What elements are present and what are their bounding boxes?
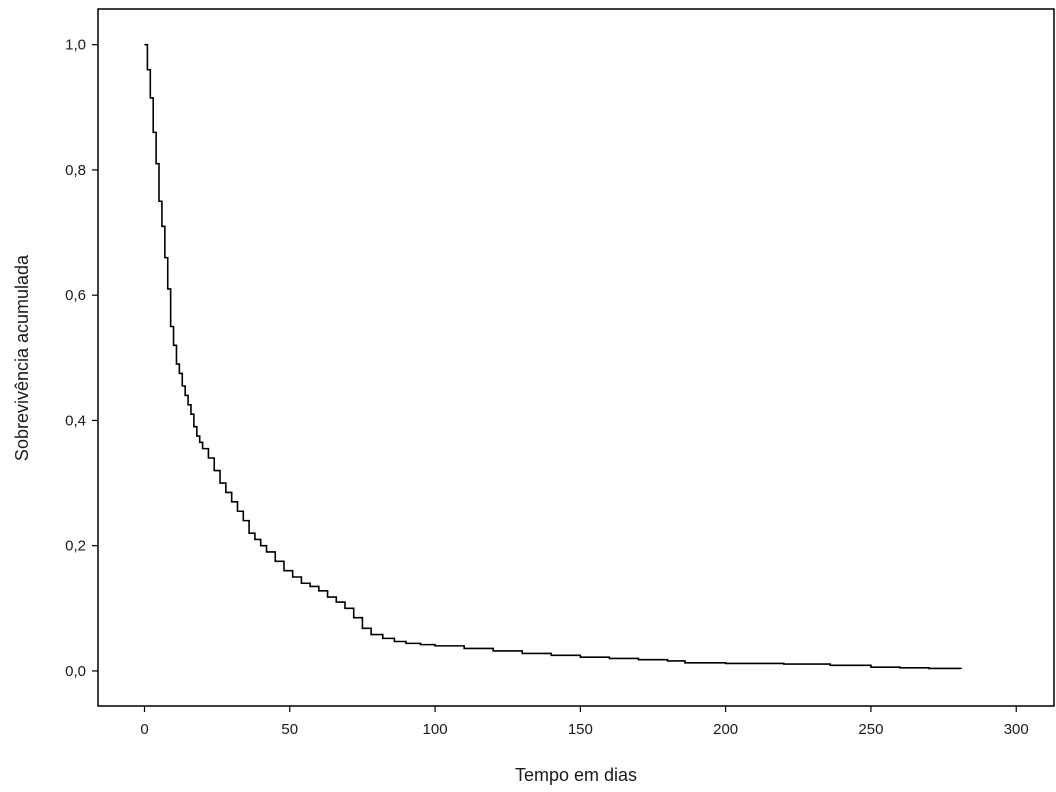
x-axis-ticks: 0 50 100 150 200 250 300 — [140, 706, 1029, 738]
x-tick-label: 100 — [423, 721, 448, 738]
plot-frame — [97, 8, 1055, 707]
survival-curve — [144, 43, 962, 670]
y-tick-label: 1,0 — [65, 37, 86, 54]
x-tick-label: 300 — [1004, 721, 1029, 738]
y-axis-ticks: 0,0 0,2 0,4 0,6 0,8 1,0 — [65, 37, 98, 680]
y-tick-label: 0,6 — [65, 287, 86, 304]
x-tick-label: 250 — [858, 721, 883, 738]
x-tick-label: 200 — [713, 721, 738, 738]
y-tick-label: 0,4 — [65, 412, 86, 429]
y-tick-label: 0,2 — [65, 538, 86, 555]
y-axis-label: Sobrevivência acumulada — [12, 254, 32, 461]
x-tick-label: 50 — [281, 721, 298, 738]
x-tick-label: 0 — [140, 721, 148, 738]
x-axis-label: Tempo em dias — [515, 765, 637, 785]
y-tick-label: 0,0 — [65, 663, 86, 680]
x-tick-label: 150 — [568, 721, 593, 738]
y-tick-label: 0,8 — [65, 162, 86, 179]
